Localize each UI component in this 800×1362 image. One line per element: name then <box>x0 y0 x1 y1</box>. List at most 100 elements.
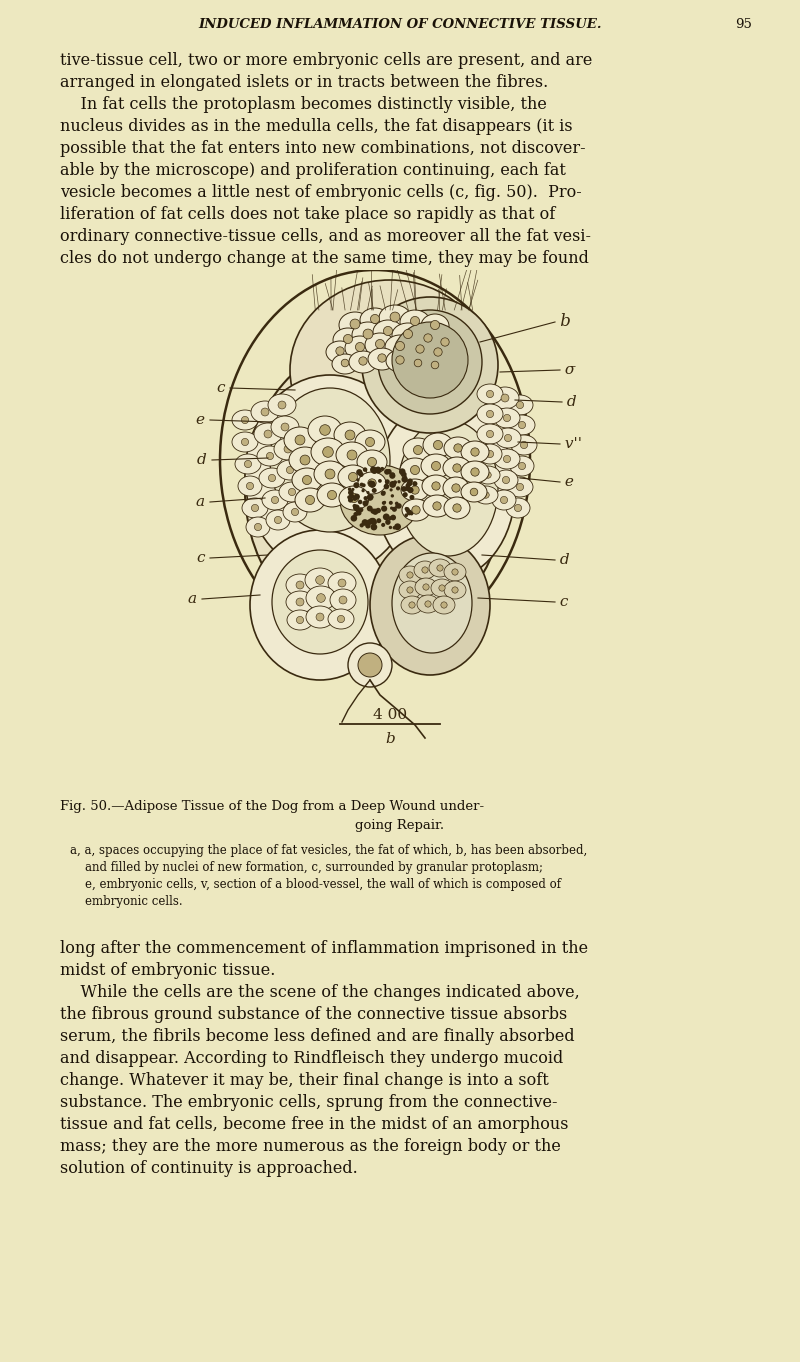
Circle shape <box>242 439 249 445</box>
Ellipse shape <box>257 445 283 466</box>
Ellipse shape <box>422 355 448 376</box>
Circle shape <box>406 484 410 488</box>
Ellipse shape <box>421 315 449 338</box>
Circle shape <box>409 488 414 492</box>
Circle shape <box>354 482 359 488</box>
Circle shape <box>406 509 412 515</box>
Circle shape <box>382 501 386 505</box>
Ellipse shape <box>314 460 346 488</box>
Circle shape <box>406 507 410 511</box>
Ellipse shape <box>311 439 345 466</box>
Circle shape <box>390 489 393 492</box>
Circle shape <box>355 342 365 351</box>
Circle shape <box>433 501 441 511</box>
Text: e: e <box>560 475 574 489</box>
Circle shape <box>452 484 460 492</box>
Ellipse shape <box>266 509 290 530</box>
Circle shape <box>338 616 345 622</box>
Text: a: a <box>196 494 210 509</box>
Circle shape <box>316 613 324 621</box>
Ellipse shape <box>360 308 390 332</box>
Circle shape <box>393 481 397 485</box>
Circle shape <box>370 524 378 530</box>
Circle shape <box>370 315 379 324</box>
Circle shape <box>398 479 401 484</box>
Ellipse shape <box>340 464 420 535</box>
Ellipse shape <box>444 563 466 582</box>
Ellipse shape <box>271 415 299 439</box>
Ellipse shape <box>461 441 489 463</box>
Text: arranged in elongated islets or in tracts between the fibres.: arranged in elongated islets or in tract… <box>60 74 548 91</box>
Circle shape <box>434 347 442 357</box>
Circle shape <box>388 471 391 474</box>
Text: v'': v'' <box>560 437 582 451</box>
Ellipse shape <box>250 530 390 680</box>
Circle shape <box>362 467 367 471</box>
Circle shape <box>302 475 311 485</box>
Circle shape <box>370 508 375 513</box>
Circle shape <box>284 445 292 454</box>
Ellipse shape <box>386 350 414 372</box>
Circle shape <box>268 474 275 482</box>
Circle shape <box>454 444 462 452</box>
Text: nucleus divides as in the medulla cells, the fat disappears (it is: nucleus divides as in the medulla cells,… <box>60 118 573 135</box>
Circle shape <box>393 526 396 530</box>
Circle shape <box>353 496 358 501</box>
Circle shape <box>416 345 424 353</box>
Circle shape <box>348 497 353 503</box>
Text: d: d <box>562 395 577 409</box>
Circle shape <box>360 482 364 486</box>
Circle shape <box>402 473 406 477</box>
Circle shape <box>362 519 368 526</box>
Circle shape <box>407 587 413 592</box>
Circle shape <box>410 316 419 326</box>
Circle shape <box>395 504 399 508</box>
Ellipse shape <box>362 297 498 433</box>
Circle shape <box>410 494 414 500</box>
Text: cles do not undergo change at the same time, they may be found: cles do not undergo change at the same t… <box>60 251 589 267</box>
Ellipse shape <box>424 342 452 364</box>
Circle shape <box>414 445 422 455</box>
Circle shape <box>485 471 491 478</box>
Circle shape <box>520 441 528 448</box>
Ellipse shape <box>245 340 505 640</box>
Circle shape <box>385 519 390 524</box>
Ellipse shape <box>417 595 439 613</box>
Ellipse shape <box>333 328 363 351</box>
Circle shape <box>363 496 368 500</box>
Ellipse shape <box>308 415 342 444</box>
Circle shape <box>431 361 438 369</box>
Text: tive-tissue cell, two or more embryonic cells are present, and are: tive-tissue cell, two or more embryonic … <box>60 52 592 69</box>
Ellipse shape <box>355 430 385 454</box>
Circle shape <box>317 594 326 602</box>
Circle shape <box>424 334 432 342</box>
Circle shape <box>348 488 351 492</box>
Circle shape <box>291 508 298 516</box>
Circle shape <box>407 572 413 577</box>
Circle shape <box>372 508 378 515</box>
Circle shape <box>394 523 401 530</box>
Circle shape <box>370 466 377 473</box>
Circle shape <box>366 519 372 524</box>
Text: change. Whatever it may be, their final change is into a soft: change. Whatever it may be, their final … <box>60 1072 549 1090</box>
Ellipse shape <box>358 473 386 494</box>
Circle shape <box>242 417 249 424</box>
Ellipse shape <box>444 497 470 519</box>
Circle shape <box>368 494 374 500</box>
Circle shape <box>410 512 414 515</box>
Circle shape <box>278 400 286 409</box>
Circle shape <box>358 652 382 677</box>
Circle shape <box>371 481 374 484</box>
Ellipse shape <box>507 395 533 415</box>
Ellipse shape <box>461 482 487 503</box>
Text: e: e <box>196 413 210 428</box>
Circle shape <box>353 504 360 511</box>
Circle shape <box>395 342 405 350</box>
Ellipse shape <box>444 582 466 599</box>
Ellipse shape <box>478 444 502 464</box>
Circle shape <box>486 391 494 398</box>
Circle shape <box>356 469 362 475</box>
Circle shape <box>366 500 369 504</box>
Circle shape <box>354 493 360 500</box>
Circle shape <box>432 482 440 490</box>
